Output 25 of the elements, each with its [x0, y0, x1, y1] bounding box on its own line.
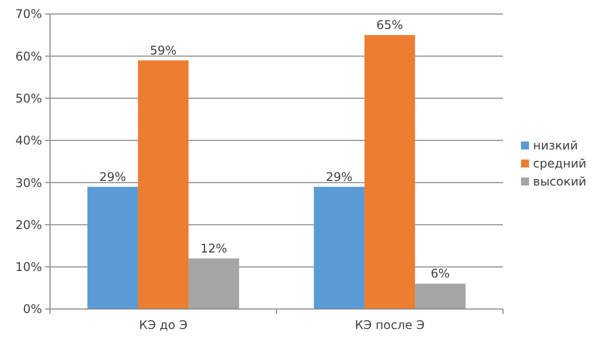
x-tick-label: КЭ до Э	[138, 318, 188, 332]
y-tick-label: 50%	[15, 91, 42, 106]
bar	[415, 284, 466, 309]
legend-label: средний	[533, 156, 586, 171]
data-label: 65%	[376, 18, 404, 32]
bar	[364, 35, 416, 309]
legend-label: высокий	[533, 174, 586, 189]
y-tick-label: 0%	[22, 302, 42, 316]
bar	[188, 258, 240, 309]
y-tick-label: 60%	[15, 49, 42, 64]
legend-label: низкий	[533, 138, 578, 153]
data-label: 12%	[200, 241, 228, 256]
y-tick-label: 70%	[15, 7, 42, 22]
y-tick-label: 10%	[15, 260, 42, 274]
bar	[314, 186, 364, 309]
bar	[138, 60, 189, 309]
x-tick-label: КЭ после Э	[354, 318, 425, 332]
y-tick-label: 30%	[15, 176, 42, 190]
data-label: 29%	[99, 170, 126, 184]
y-tick-label: 20%	[15, 218, 42, 232]
data-label: 6%	[430, 266, 450, 281]
bar	[87, 186, 138, 309]
data-label: 59%	[150, 43, 177, 58]
y-tick-label: 40%	[15, 134, 42, 148]
data-label: 29%	[326, 170, 352, 184]
